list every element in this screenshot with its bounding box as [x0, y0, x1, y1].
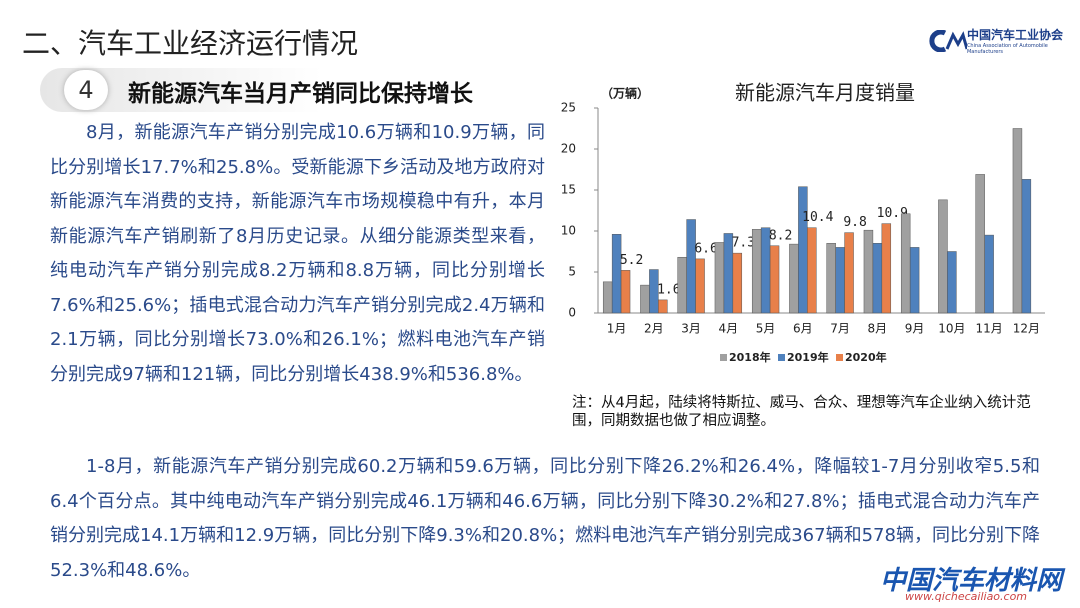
slide-title: 二、汽车工业经济运行情况	[22, 27, 359, 60]
data-label: 6.6	[694, 241, 717, 256]
data-label: 1.6	[657, 282, 680, 297]
bar	[947, 251, 957, 314]
bar	[789, 243, 799, 314]
bar	[863, 229, 874, 314]
bar	[695, 258, 705, 314]
bar	[611, 234, 622, 314]
data-label: 10.9	[877, 206, 908, 221]
section-number: 4	[64, 70, 108, 110]
y-tick-label: 25	[561, 101, 576, 115]
bar	[807, 227, 817, 314]
bar	[798, 186, 808, 314]
logo-cn: 中国汽车工业协会	[966, 28, 1063, 42]
logo-icon	[929, 29, 967, 52]
x-tick-label: 12月	[1013, 322, 1040, 336]
x-tick-label: 10月	[938, 322, 965, 336]
bar	[769, 245, 780, 314]
bar	[751, 229, 762, 314]
bar	[620, 270, 631, 314]
x-tick-label: 4月	[719, 322, 739, 336]
y-tick-label: 20	[561, 142, 576, 156]
x-tick-label: 11月	[975, 322, 1002, 336]
x-tick-label: 5月	[756, 322, 776, 336]
bar	[872, 243, 883, 314]
bar	[649, 269, 659, 314]
x-tick-label: 9月	[905, 322, 925, 336]
paragraph: 8月，新能源汽车产销分别完成10.6万辆和10.9万辆，同比分别增长17.7%和…	[50, 122, 545, 385]
legend-swatch	[836, 354, 843, 361]
data-label: 8.2	[769, 228, 792, 243]
legend-swatch	[778, 354, 785, 361]
legend-swatch	[720, 354, 727, 361]
bar	[1021, 179, 1032, 314]
bar	[938, 199, 948, 314]
y-tick-label: 15	[561, 183, 576, 197]
data-label: 10.4	[802, 210, 833, 225]
bar	[1012, 128, 1023, 314]
y-tick-label: 5	[568, 265, 576, 279]
x-tick-label: 6月	[793, 322, 813, 336]
bar	[835, 247, 845, 314]
data-label: 5.2	[620, 253, 643, 268]
section-title: 新能源汽车当月产销同比保持增长	[128, 81, 473, 107]
y-tick-label: 0	[568, 306, 576, 320]
legend-label: 2019年	[787, 350, 829, 364]
section-band	[40, 68, 510, 112]
x-tick-label: 8月	[868, 322, 888, 336]
x-tick-label: 3月	[681, 322, 701, 336]
chart-note: 注：从4月起，陆续将特斯拉、威马、合众、理想等汽车企业纳入统计范围，同期数据也做…	[572, 395, 1031, 429]
x-tick-label: 7月	[830, 322, 850, 336]
legend-label: 2020年	[845, 350, 887, 364]
bar	[714, 242, 725, 314]
y-tick-label: 10	[561, 224, 576, 238]
legend-label: 2018年	[729, 350, 771, 364]
bar	[909, 247, 920, 314]
logo: 中国汽车工业协会 China Association of Automobile …	[925, 26, 1080, 55]
bar	[658, 299, 668, 314]
x-tick-label: 2月	[644, 322, 664, 336]
bar	[686, 219, 696, 314]
x-tick-label: 1月	[607, 322, 627, 336]
bar	[975, 174, 985, 314]
data-label: 7.3	[732, 236, 755, 251]
chart: 新能源汽车月度销量 （万辆） 0 5 10 15 20 25 1月 5.2 2月 1.6 3月 6.6…	[561, 81, 1045, 364]
bar	[844, 232, 854, 314]
bar	[732, 252, 743, 314]
data-label: 9.8	[843, 215, 866, 230]
y-axis-label: （万辆）	[601, 86, 649, 101]
watermark-url: www.qichecailiao.com	[905, 590, 1028, 603]
logo-en: China Association of Automobile Manufact…	[966, 43, 1048, 55]
watermark: 中国汽车材料网	[880, 566, 1063, 596]
bar	[900, 213, 911, 314]
bar	[984, 234, 994, 314]
bar	[881, 223, 892, 314]
chart-title: 新能源汽车月度销量	[735, 81, 915, 105]
bar	[826, 243, 836, 314]
bar	[677, 256, 687, 314]
paragraph: 1-8月，新能源汽车产销分别完成60.2万辆和59.6万辆，同比分别下降26.2…	[50, 456, 1040, 581]
bar	[640, 284, 650, 314]
bar	[602, 281, 613, 314]
